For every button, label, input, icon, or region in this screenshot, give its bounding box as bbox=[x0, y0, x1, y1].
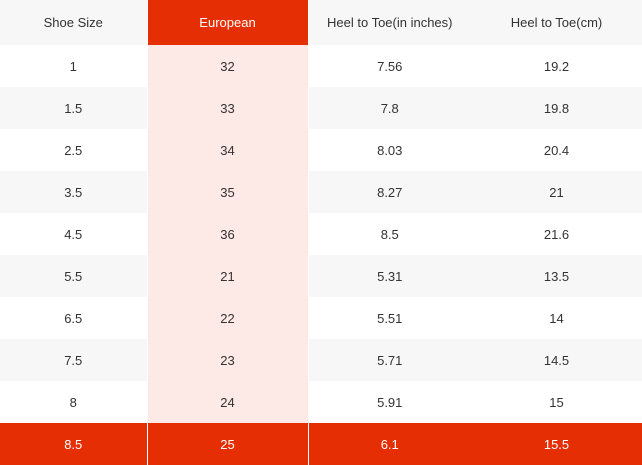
table-body: 1 32 7.56 19.2 1.5 33 7.8 19.8 2.5 34 8.… bbox=[0, 45, 642, 465]
cell-european: 32 bbox=[146, 45, 309, 87]
cell-european: 36 bbox=[146, 213, 309, 255]
cell-heel-to-toe-inches: 6.1 bbox=[308, 423, 471, 465]
header-heel-to-toe-cm: Heel to Toe(cm) bbox=[471, 0, 642, 45]
cell-european: 25 bbox=[146, 423, 309, 465]
cell-shoe-size: 4.5 bbox=[0, 213, 147, 255]
header-european: European bbox=[146, 0, 309, 45]
table-row: 7.5 23 5.71 14.5 bbox=[0, 339, 642, 381]
table-row: 6.5 22 5.51 14 bbox=[0, 297, 642, 339]
cell-heel-to-toe-cm: 15 bbox=[471, 381, 642, 423]
cell-heel-to-toe-cm: 21 bbox=[471, 171, 642, 213]
cell-european: 34 bbox=[146, 129, 309, 171]
cell-heel-to-toe-inches: 5.31 bbox=[308, 255, 471, 297]
table-row-highlighted: 8.5 25 6.1 15.5 bbox=[0, 423, 642, 465]
cell-european: 23 bbox=[146, 339, 309, 381]
cell-european: 22 bbox=[146, 297, 309, 339]
table-row: 8 24 5.91 15 bbox=[0, 381, 642, 423]
cell-shoe-size: 8 bbox=[0, 381, 147, 423]
cell-heel-to-toe-inches: 5.91 bbox=[308, 381, 471, 423]
table-header: Shoe Size European Heel to Toe(in inches… bbox=[0, 0, 642, 45]
cell-european: 33 bbox=[146, 87, 309, 129]
cell-shoe-size: 3.5 bbox=[0, 171, 147, 213]
cell-shoe-size: 1.5 bbox=[0, 87, 147, 129]
cell-european: 24 bbox=[146, 381, 309, 423]
table-row: 4.5 36 8.5 21.6 bbox=[0, 213, 642, 255]
cell-heel-to-toe-inches: 7.56 bbox=[308, 45, 471, 87]
table-row: 1 32 7.56 19.2 bbox=[0, 45, 642, 87]
cell-heel-to-toe-cm: 13.5 bbox=[471, 255, 642, 297]
table-row: 3.5 35 8.27 21 bbox=[0, 171, 642, 213]
table-row: 1.5 33 7.8 19.8 bbox=[0, 87, 642, 129]
cell-shoe-size: 6.5 bbox=[0, 297, 147, 339]
cell-european: 21 bbox=[146, 255, 309, 297]
cell-heel-to-toe-cm: 20.4 bbox=[471, 129, 642, 171]
cell-european: 35 bbox=[146, 171, 309, 213]
cell-heel-to-toe-cm: 14 bbox=[471, 297, 642, 339]
table-row: 2.5 34 8.03 20.4 bbox=[0, 129, 642, 171]
cell-shoe-size: 7.5 bbox=[0, 339, 147, 381]
cell-heel-to-toe-cm: 21.6 bbox=[471, 213, 642, 255]
cell-heel-to-toe-cm: 14.5 bbox=[471, 339, 642, 381]
cell-heel-to-toe-inches: 5.71 bbox=[308, 339, 471, 381]
cell-shoe-size: 2.5 bbox=[0, 129, 147, 171]
header-shoe-size: Shoe Size bbox=[0, 0, 147, 45]
cell-heel-to-toe-inches: 8.27 bbox=[308, 171, 471, 213]
cell-heel-to-toe-inches: 7.8 bbox=[308, 87, 471, 129]
cell-heel-to-toe-cm: 19.8 bbox=[471, 87, 642, 129]
cell-heel-to-toe-inches: 8.03 bbox=[308, 129, 471, 171]
cell-shoe-size: 5.5 bbox=[0, 255, 147, 297]
cell-heel-to-toe-inches: 8.5 bbox=[308, 213, 471, 255]
cell-heel-to-toe-inches: 5.51 bbox=[308, 297, 471, 339]
cell-heel-to-toe-cm: 15.5 bbox=[471, 423, 642, 465]
cell-shoe-size: 8.5 bbox=[0, 423, 147, 465]
cell-shoe-size: 1 bbox=[0, 45, 147, 87]
cell-heel-to-toe-cm: 19.2 bbox=[471, 45, 642, 87]
header-row: Shoe Size European Heel to Toe(in inches… bbox=[0, 0, 642, 45]
header-heel-to-toe-inches: Heel to Toe(in inches) bbox=[308, 0, 471, 45]
table-row: 5.5 21 5.31 13.5 bbox=[0, 255, 642, 297]
